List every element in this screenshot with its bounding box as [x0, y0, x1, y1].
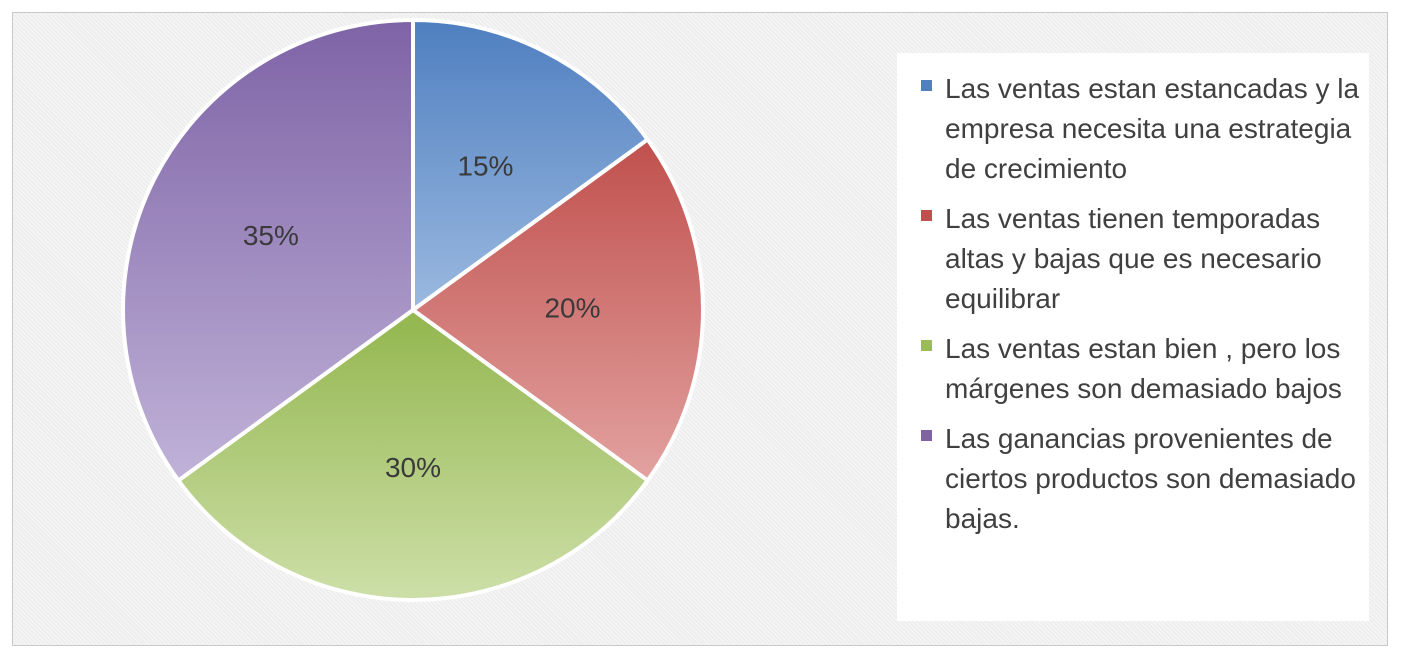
data-label: 30% [385, 452, 441, 483]
pie-slice-blue [411, 18, 650, 312]
pie-slice-green [176, 308, 650, 602]
legend-item: Las ventas tienen temporadas altas y baj… [921, 199, 1369, 319]
pie-slice-red [411, 137, 705, 483]
legend-item: Las ventas estan bien , pero los márgene… [921, 329, 1369, 409]
legend-label: Las ventas tienen temporadas altas y baj… [945, 203, 1322, 314]
chart-area: 15% 20% 30% 35% Las ventas estan estancadas… [12, 12, 1388, 646]
legend: Las ventas estan estancadas y la empresa… [897, 53, 1369, 621]
data-label: 15% [457, 150, 513, 181]
legend-swatch-purple [921, 430, 932, 441]
pie-chart: 15% 20% 30% 35% [121, 18, 705, 602]
legend-item: Las ganancias provenientes de ciertos pr… [921, 419, 1369, 539]
legend-label: Las ganancias provenientes de ciertos pr… [945, 423, 1356, 534]
legend-label: Las ventas estan estancadas y la empresa… [945, 73, 1360, 184]
data-label: 20% [544, 292, 600, 323]
legend-item: Las ventas estan estancadas y la empresa… [921, 69, 1369, 189]
legend-label: Las ventas estan bien , pero los márgene… [945, 333, 1342, 404]
pie-slice-purple [121, 18, 415, 483]
data-label: 35% [243, 220, 299, 251]
legend-swatch-blue [921, 80, 932, 91]
legend-swatch-green [921, 340, 932, 351]
legend-swatch-red [921, 210, 932, 221]
